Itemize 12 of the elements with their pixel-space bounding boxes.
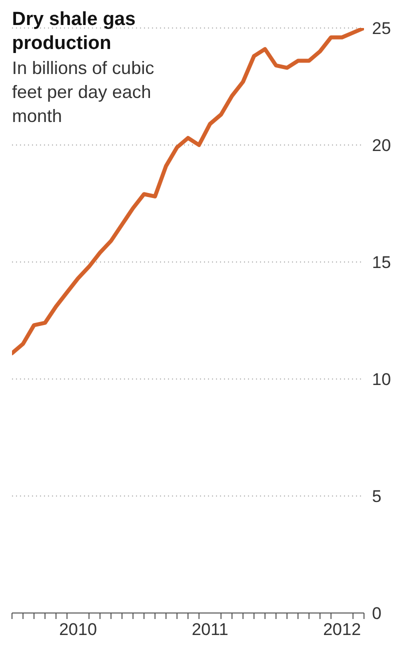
x-tick-label: 2011 — [192, 620, 228, 639]
y-tick-label: 5 — [372, 487, 382, 506]
line-series — [12, 28, 364, 356]
y-tick-label: 15 — [372, 253, 391, 272]
x-tick-label: 2012 — [323, 620, 361, 639]
text: In billions of cubic feet per day each month — [12, 57, 156, 128]
x-tick-label: 2010 — [59, 620, 97, 639]
chart-title: Dry shale gas production — [12, 8, 137, 56]
y-tick-label: 10 — [372, 370, 391, 390]
y-tick-label: 0 — [372, 604, 382, 624]
y-tick-label: 25 — [372, 19, 391, 38]
y-tick-label: 20 — [372, 136, 391, 156]
